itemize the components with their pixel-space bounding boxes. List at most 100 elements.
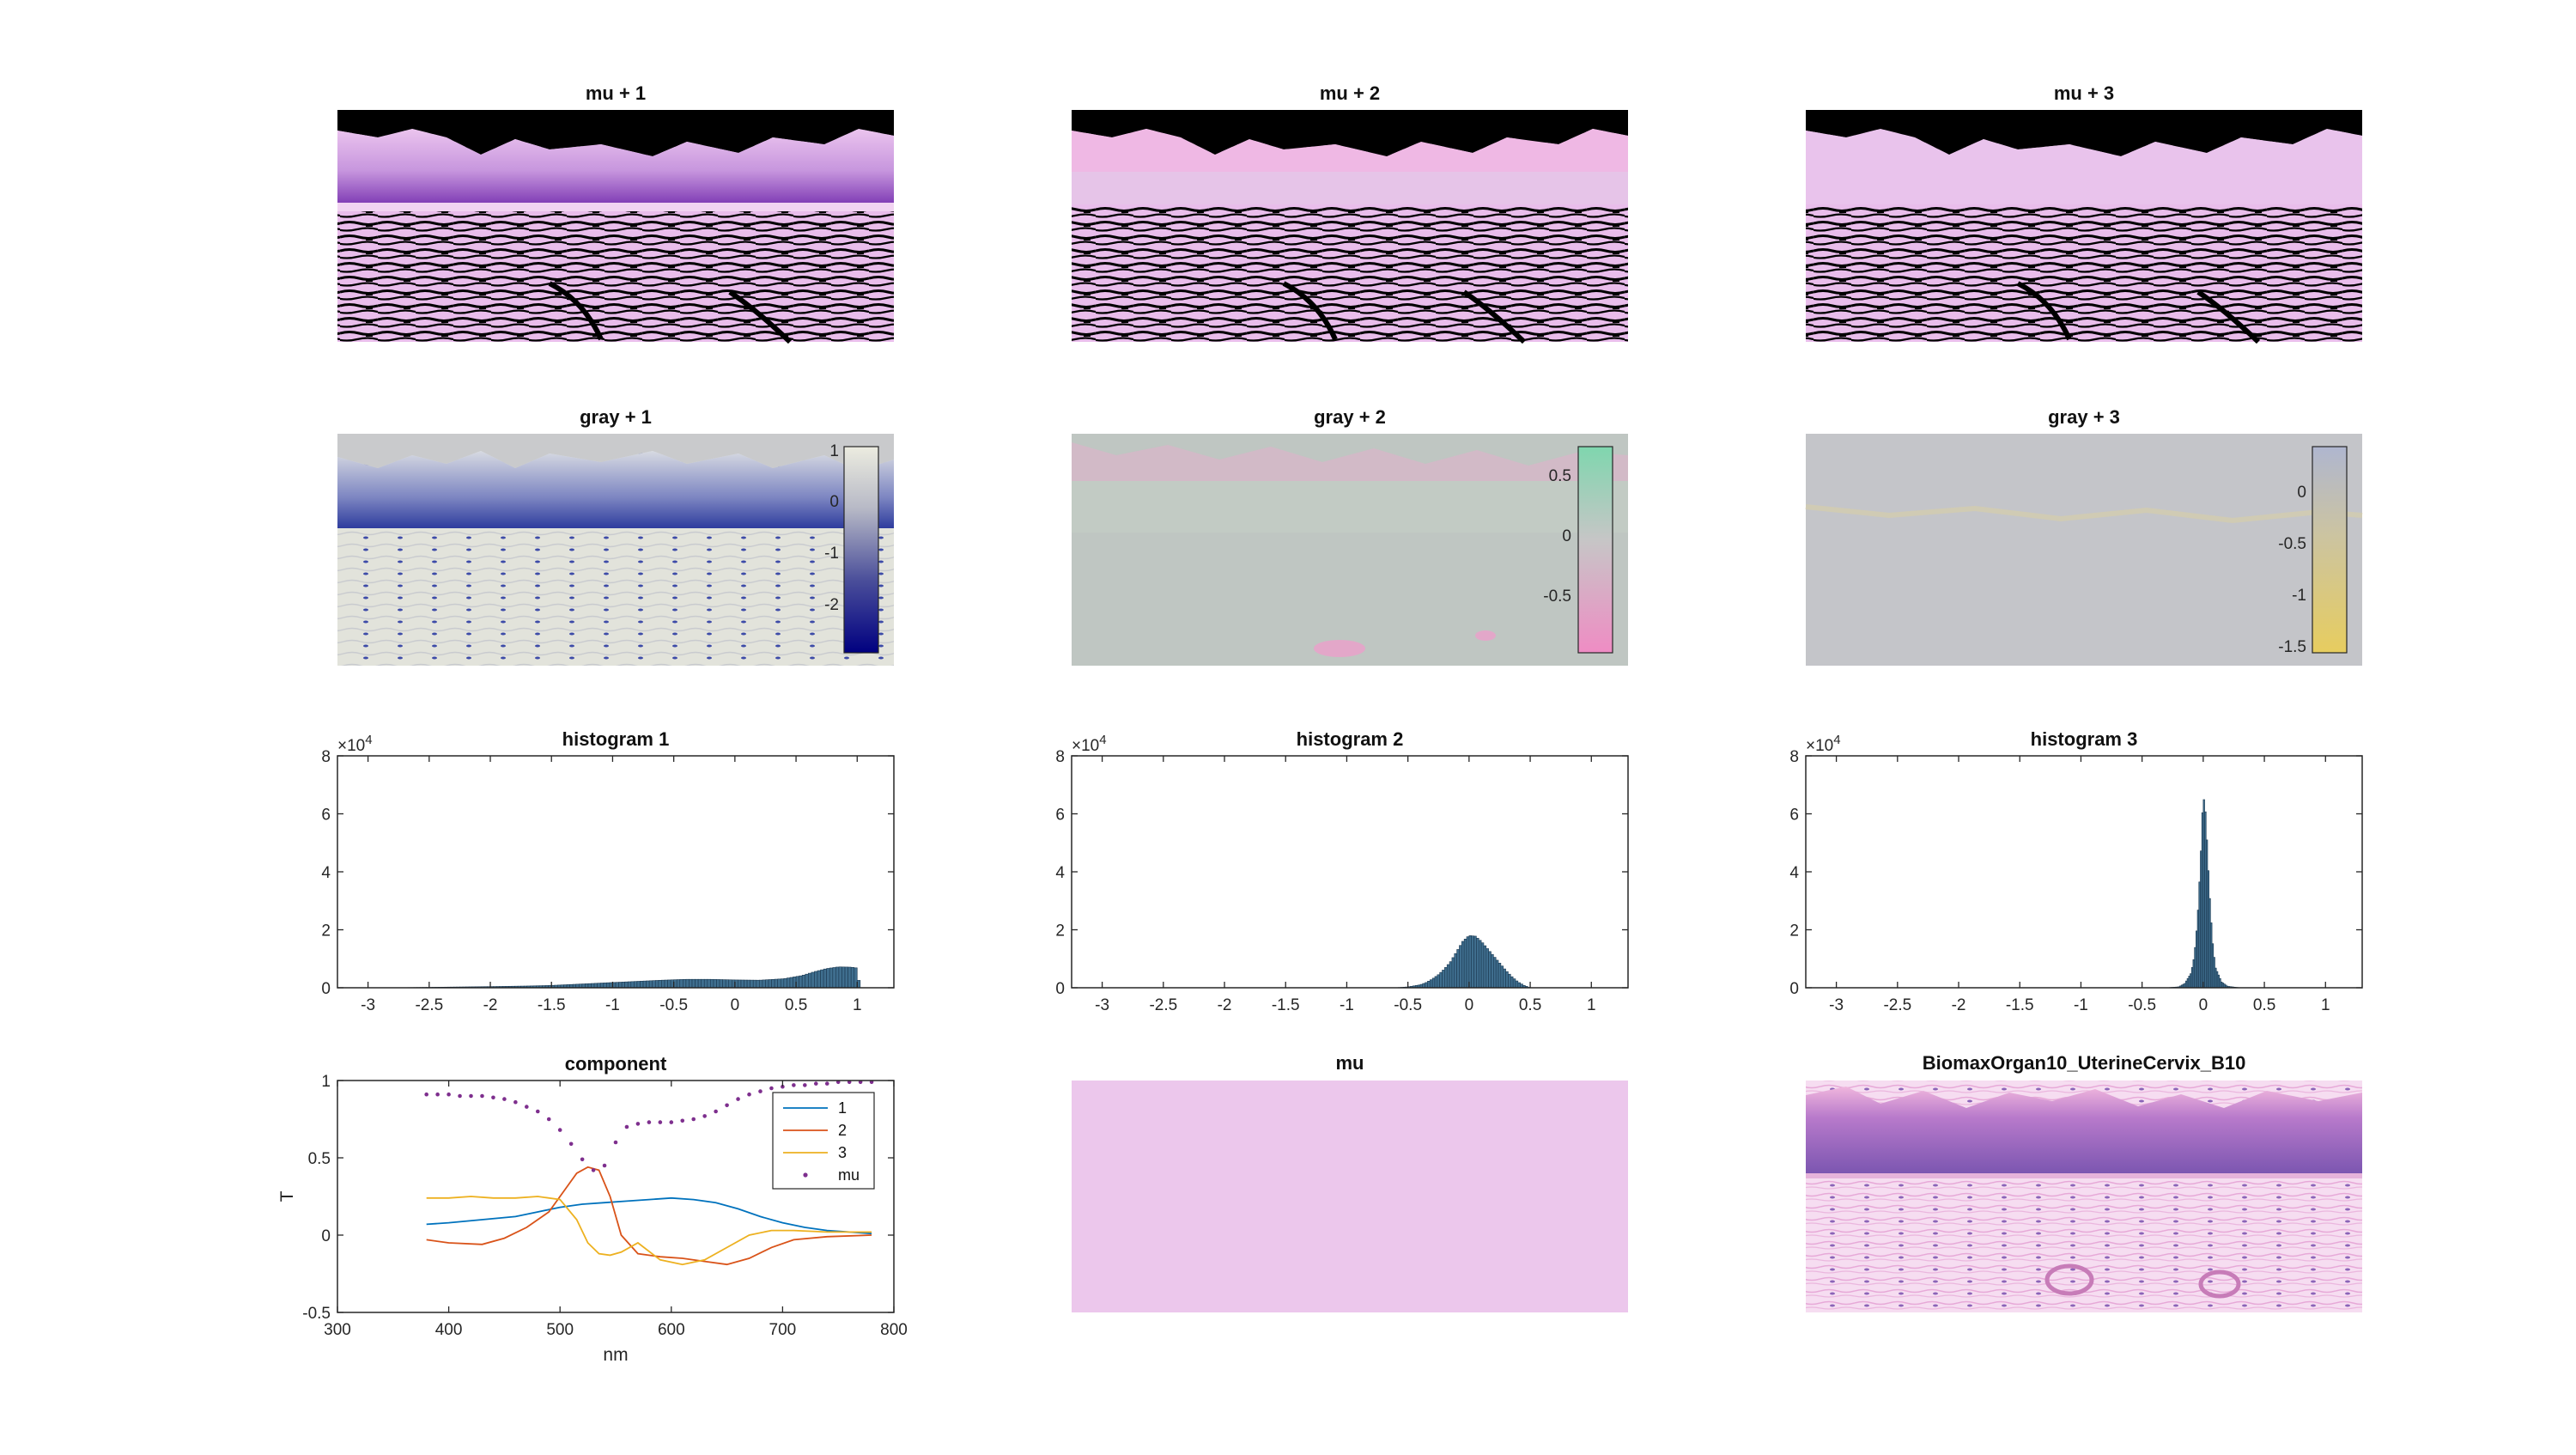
histogram-bar: [820, 969, 824, 989]
histogram-bar: [664, 979, 668, 989]
legend-label: 1: [838, 1099, 847, 1117]
data-point: [635, 1122, 641, 1126]
x-tick-label: -0.5: [659, 996, 688, 1014]
x-tick-label: 1: [1587, 996, 1596, 1014]
axes-frame: [1805, 755, 2363, 989]
histogram-bar: [1446, 964, 1450, 989]
x-tick-label: -1: [1340, 996, 1354, 1014]
data-point: [435, 1092, 440, 1097]
panel-title-source-image: BiomaxOrgan10_UterineCervix_B10: [1923, 1052, 2246, 1074]
histogram-bar: [1437, 974, 1440, 989]
histogram-bar: [1466, 936, 1470, 989]
histogram-bar: [814, 971, 818, 989]
series-line-3: [426, 1196, 872, 1266]
histogram-bar: [1439, 971, 1443, 989]
x-tick-label: -3: [361, 996, 375, 1014]
histogram-bar: [1461, 941, 1465, 989]
data-point: [491, 1095, 495, 1100]
histogram-bar: [683, 978, 687, 989]
x-tick-label: 1: [853, 996, 862, 1014]
histogram-bar: [1512, 978, 1516, 989]
histogram-bar: [844, 966, 848, 989]
x-axis-label: nm: [603, 1345, 628, 1365]
histogram-bar: [701, 978, 705, 989]
histogram-bar: [1451, 957, 1455, 989]
x-tick-label: 1: [2321, 996, 2330, 1014]
y-tick-label: 2: [1055, 922, 1065, 941]
x-tick-label: -1: [605, 996, 620, 1014]
histogram-bar: [618, 982, 623, 989]
histogram-bar: [1459, 945, 1462, 989]
data-point: [781, 1084, 785, 1089]
data-point: [691, 1117, 696, 1122]
panel-title-gray-plus-1: gray + 1: [580, 406, 652, 428]
x-tick-label: 0: [731, 996, 740, 1014]
data-point: [792, 1083, 796, 1087]
colorbar-tick-label: 0: [2297, 484, 2306, 502]
histogram-bar: [777, 978, 781, 989]
x-tick-label: 700: [769, 1321, 797, 1339]
y-tick-label: 0: [321, 1227, 331, 1245]
y-tick-label: 0: [1789, 980, 1799, 998]
y-tick-label: 2: [321, 922, 331, 941]
image-gray-plus-2: [1072, 434, 1628, 666]
colorbar-tick-label: -0.5: [1543, 587, 1571, 606]
data-point: [658, 1120, 663, 1124]
histogram-bar: [811, 971, 815, 989]
histogram-bar: [648, 980, 653, 989]
histogram-bar: [750, 979, 754, 989]
data-point: [769, 1086, 774, 1091]
data-point: [424, 1092, 428, 1097]
legend-label: mu: [838, 1166, 860, 1184]
series-line-1: [426, 1196, 872, 1235]
histogram-bar: [1456, 949, 1460, 989]
histogram-bar: [599, 983, 605, 989]
x-tick-label: -2.5: [1883, 996, 1911, 1014]
histogram-bar: [658, 980, 662, 989]
histogram-bar: [606, 982, 611, 989]
chart-title: histogram 2: [1297, 728, 1404, 750]
histogram-bar: [716, 979, 720, 989]
histogram-bars: [2166, 799, 2240, 989]
y-tick-label: 4: [1055, 864, 1065, 882]
chart-title: histogram 3: [2031, 728, 2138, 750]
x-tick-label: 500: [546, 1321, 574, 1339]
histogram-bar: [703, 978, 708, 989]
x-tick-label: 300: [324, 1321, 351, 1339]
histogram-bar: [1480, 942, 1485, 989]
panel-gray-plus-2: gray + 2 0.5 0 -0.5: [1072, 406, 1628, 666]
x-tick-label: -2: [483, 996, 498, 1014]
panel-title-mu: mu: [1336, 1052, 1364, 1074]
histogram-bar: [1434, 976, 1438, 989]
legend-label: 2: [838, 1122, 847, 1139]
histogram-bar: [835, 966, 840, 989]
colorbar-gray-plus-1: 1 0 -1 -2: [824, 442, 879, 654]
histogram-bar: [1510, 976, 1514, 989]
histogram-bar: [771, 978, 775, 989]
histogram-bar: [1491, 953, 1494, 989]
histogram-bar: [780, 978, 785, 989]
colorbar-tick-label: 0: [1562, 527, 1571, 545]
panel-mu-plus-1: mu + 1: [337, 82, 894, 344]
colorbar-tick-label: -2: [824, 596, 839, 614]
data-point: [591, 1168, 596, 1172]
histogram-bar: [597, 983, 601, 989]
histogram-bar: [1425, 982, 1428, 989]
data-point: [480, 1093, 484, 1099]
chart-component: component 300 400 500 600 700 800 -0.5 0 0.5 1 nm T 1…: [277, 1053, 908, 1365]
y-tick-label: 4: [321, 864, 331, 882]
x-tick-label: -0.5: [1394, 996, 1422, 1014]
x-tick-label: -2: [1952, 996, 1966, 1014]
histogram-bar: [676, 979, 681, 989]
histogram-bar: [826, 968, 830, 989]
panel-gray-plus-3: gray + 3 0 -0.5 -1 -1.5: [1805, 406, 2363, 666]
histogram-bar: [685, 978, 690, 989]
histogram-bar: [850, 966, 855, 989]
histogram-bar: [1483, 945, 1487, 989]
x-tick-label: 0.5: [785, 996, 807, 1014]
histogram-bar: [799, 975, 803, 989]
data-point: [647, 1120, 652, 1124]
histogram-bar: [615, 982, 619, 989]
panel-mu-plus-2: mu + 2: [1072, 82, 1628, 344]
data-point: [758, 1089, 762, 1093]
